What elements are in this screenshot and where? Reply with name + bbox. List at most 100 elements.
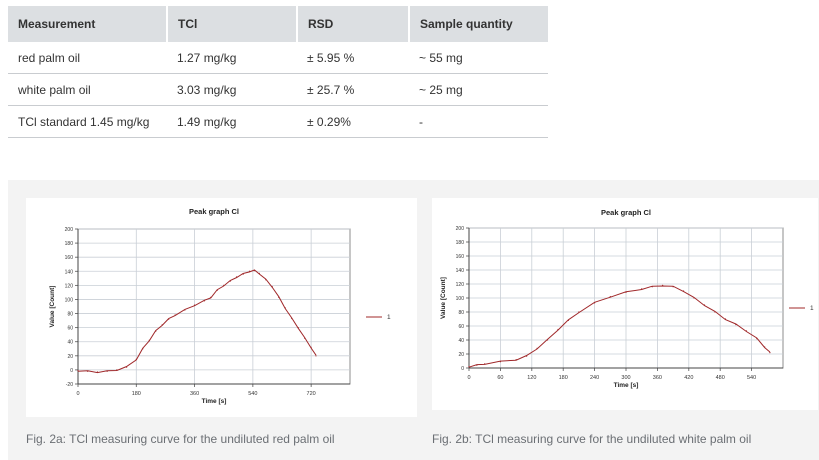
data-point bbox=[693, 297, 695, 299]
data-point bbox=[271, 286, 273, 288]
data-point bbox=[304, 337, 306, 339]
x-tick-label: 120 bbox=[527, 375, 536, 381]
y-tick-label: -20 bbox=[66, 382, 73, 388]
x-tick-label: 720 bbox=[307, 391, 316, 397]
data-point bbox=[284, 307, 286, 309]
x-tick-label: 0 bbox=[76, 391, 79, 397]
data-point bbox=[546, 339, 549, 341]
data-point bbox=[476, 364, 478, 366]
data-point bbox=[484, 363, 486, 365]
data-point bbox=[297, 327, 299, 329]
data-point bbox=[662, 284, 664, 286]
chart-title: Peak graph Cl bbox=[601, 208, 651, 217]
y-tick-label: 180 bbox=[456, 240, 465, 246]
data-point bbox=[714, 311, 716, 313]
data-point bbox=[87, 370, 89, 372]
x-tick-label: 60 bbox=[497, 375, 503, 381]
series-line bbox=[468, 285, 771, 368]
y-tick-label: 80 bbox=[458, 310, 464, 316]
data-point bbox=[106, 370, 108, 372]
data-point bbox=[703, 304, 706, 306]
data-point bbox=[77, 370, 79, 372]
results-table: Measurement TCl RSD Sample quantity red … bbox=[8, 6, 548, 138]
x-tick-label: 0 bbox=[467, 375, 470, 381]
data-point bbox=[125, 366, 128, 368]
data-point bbox=[116, 369, 118, 371]
y-tick-label: 80 bbox=[67, 312, 73, 318]
data-point bbox=[641, 288, 643, 290]
y-tick-label: 60 bbox=[67, 326, 73, 332]
data-point bbox=[265, 279, 267, 281]
data-point bbox=[142, 348, 144, 350]
cell-sample-quantity: - bbox=[409, 105, 548, 138]
table-row: red palm oil 1.27 mg/kg ± 5.95 % ~ 55 mg bbox=[8, 42, 548, 74]
data-point bbox=[210, 296, 212, 298]
y-tick-label: 100 bbox=[65, 297, 74, 303]
table-row: TCl standard 1.45 mg/kg 1.49 mg/kg ± 0.2… bbox=[8, 105, 548, 138]
data-point bbox=[735, 324, 737, 326]
y-tick-label: 100 bbox=[456, 296, 465, 302]
y-tick-label: 0 bbox=[70, 368, 73, 374]
data-point bbox=[651, 286, 653, 288]
data-point bbox=[536, 347, 538, 349]
x-tick-label: 420 bbox=[684, 375, 693, 381]
data-point bbox=[525, 355, 528, 357]
data-point bbox=[203, 300, 205, 302]
data-point bbox=[594, 302, 596, 304]
y-tick-label: 160 bbox=[65, 255, 74, 261]
data-point bbox=[291, 317, 293, 320]
cell-sample-quantity: ~ 25 mg bbox=[409, 73, 548, 106]
x-tick-label: 240 bbox=[590, 375, 599, 381]
data-point bbox=[174, 314, 176, 316]
data-point bbox=[499, 361, 501, 363]
cell-measurement: white palm oil bbox=[8, 73, 167, 106]
data-point bbox=[578, 311, 580, 313]
data-point bbox=[609, 296, 611, 298]
figure-2a-panel: -20 0 20 40 60 80 100 120 140 160 180 200 0 180 360 540… bbox=[26, 198, 417, 417]
x-tick-label: 180 bbox=[559, 375, 568, 381]
data-point bbox=[278, 296, 280, 298]
header-measurement: Measurement bbox=[8, 6, 168, 42]
y-tick-label: 200 bbox=[65, 227, 74, 233]
data-point bbox=[96, 371, 99, 373]
data-point bbox=[468, 366, 470, 368]
figure-area: -20 0 20 40 60 80 100 120 140 160 180 200 0 180 360 540… bbox=[8, 180, 819, 460]
y-tick-label: 20 bbox=[458, 352, 464, 358]
data-point bbox=[249, 270, 251, 272]
y-tick-label: 120 bbox=[456, 282, 465, 288]
y-axis-label: Value [Count] bbox=[49, 286, 56, 328]
legend-label: 1 bbox=[810, 305, 814, 312]
y-tick-label: 200 bbox=[456, 226, 465, 232]
y-tick-label: 160 bbox=[456, 254, 465, 260]
header-rsd: RSD bbox=[297, 6, 410, 42]
data-point bbox=[258, 272, 260, 274]
y-tick-label: 0 bbox=[461, 366, 464, 372]
series-line bbox=[77, 269, 317, 374]
data-point bbox=[724, 318, 727, 320]
cell-rsd: ± 0.29% bbox=[297, 105, 409, 138]
figure-2a-caption: Fig. 2a: TCl measuring curve for the und… bbox=[26, 432, 335, 446]
cell-measurement: TCl standard 1.45 mg/kg bbox=[8, 105, 167, 138]
data-point bbox=[745, 330, 747, 332]
cell-tcl: 1.27 mg/kg bbox=[167, 42, 297, 74]
cell-tcl: 3.03 mg/kg bbox=[167, 73, 297, 106]
data-point bbox=[515, 359, 517, 361]
data-point bbox=[184, 309, 186, 311]
x-tick-label: 360 bbox=[190, 391, 199, 397]
data-point bbox=[764, 346, 766, 348]
y-tick-label: 20 bbox=[67, 354, 73, 360]
y-tick-label: 60 bbox=[458, 324, 464, 330]
y-tick-label: 140 bbox=[456, 268, 465, 274]
table-header-row: Measurement TCl RSD Sample quantity bbox=[8, 6, 548, 42]
data-point bbox=[193, 304, 196, 306]
data-point bbox=[769, 352, 771, 354]
y-tick-label: 140 bbox=[65, 269, 74, 275]
data-point bbox=[236, 276, 238, 278]
data-point bbox=[229, 280, 231, 282]
cell-rsd: ± 25.7 % bbox=[297, 73, 409, 106]
x-tick-label: 180 bbox=[132, 391, 141, 397]
x-axis-label: Time [s] bbox=[202, 398, 227, 405]
data-point bbox=[161, 324, 163, 326]
data-point bbox=[135, 358, 137, 360]
y-tick-label: 180 bbox=[65, 241, 74, 247]
